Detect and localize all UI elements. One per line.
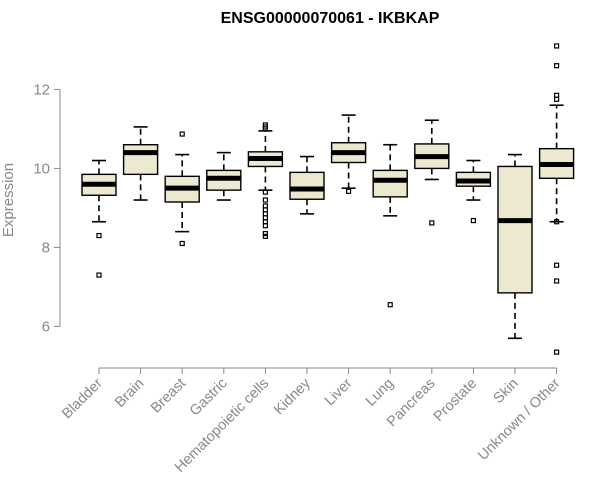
y-tick-label: 10 xyxy=(33,160,50,177)
outlier-point xyxy=(387,302,393,308)
boxes-group xyxy=(81,43,575,355)
x-tick-label: Prostate xyxy=(431,376,480,425)
box-hematopoietic-cells xyxy=(247,122,284,239)
iqr-box xyxy=(497,165,533,294)
x-tick-label: Liver xyxy=(322,375,356,409)
x-tick-label: Bladder xyxy=(59,375,106,422)
outlier-point xyxy=(346,188,352,194)
box-kidney xyxy=(289,155,325,215)
box-brain xyxy=(122,126,159,201)
outlier-point xyxy=(262,223,268,229)
x-tick-label: Brain xyxy=(112,376,147,411)
box-bladder xyxy=(81,159,117,278)
outlier-point xyxy=(96,272,102,278)
y-tick-label: 6 xyxy=(42,318,50,335)
box-gastric xyxy=(206,151,242,201)
iqr-box xyxy=(289,171,325,200)
y-tick-label: 8 xyxy=(42,239,50,256)
iqr-box xyxy=(372,169,408,198)
box-liver xyxy=(330,114,367,194)
outlier-point xyxy=(262,197,268,203)
box-unknown-other xyxy=(538,43,575,355)
chart-title: ENSG00000070061 - IKBKAP xyxy=(221,10,440,27)
box-skin xyxy=(497,153,533,340)
outlier-point xyxy=(553,43,560,49)
outlier-point xyxy=(262,231,268,237)
outlier-point xyxy=(553,63,560,69)
box-breast xyxy=(164,131,200,247)
box-lung xyxy=(372,143,408,308)
outlier-point xyxy=(262,233,268,239)
outlier-point xyxy=(553,349,560,355)
x-tick-label: Breast xyxy=(148,376,189,417)
x-tick-label: Skin xyxy=(491,376,522,407)
x-tick-label: Lung xyxy=(363,376,397,410)
outlier-point xyxy=(553,96,560,102)
outlier-point xyxy=(262,126,268,132)
y-axis-label: Expression xyxy=(0,163,17,237)
outlier-point xyxy=(553,219,560,225)
outlier-point xyxy=(179,131,185,137)
box-pancreas xyxy=(414,119,450,226)
y-axis: 6 8 10 12 xyxy=(33,81,61,335)
box-prostate xyxy=(455,159,492,224)
outlier-point xyxy=(429,220,435,226)
outlier-point xyxy=(262,189,268,195)
x-tick-label: Kidney xyxy=(271,375,314,418)
outlier-point xyxy=(179,240,185,247)
outlier-point xyxy=(553,262,560,268)
outlier-point xyxy=(470,217,476,224)
iqr-box xyxy=(122,144,159,176)
y-tick-label: 12 xyxy=(33,81,50,98)
outlier-point xyxy=(553,278,560,284)
outlier-point xyxy=(96,232,102,239)
